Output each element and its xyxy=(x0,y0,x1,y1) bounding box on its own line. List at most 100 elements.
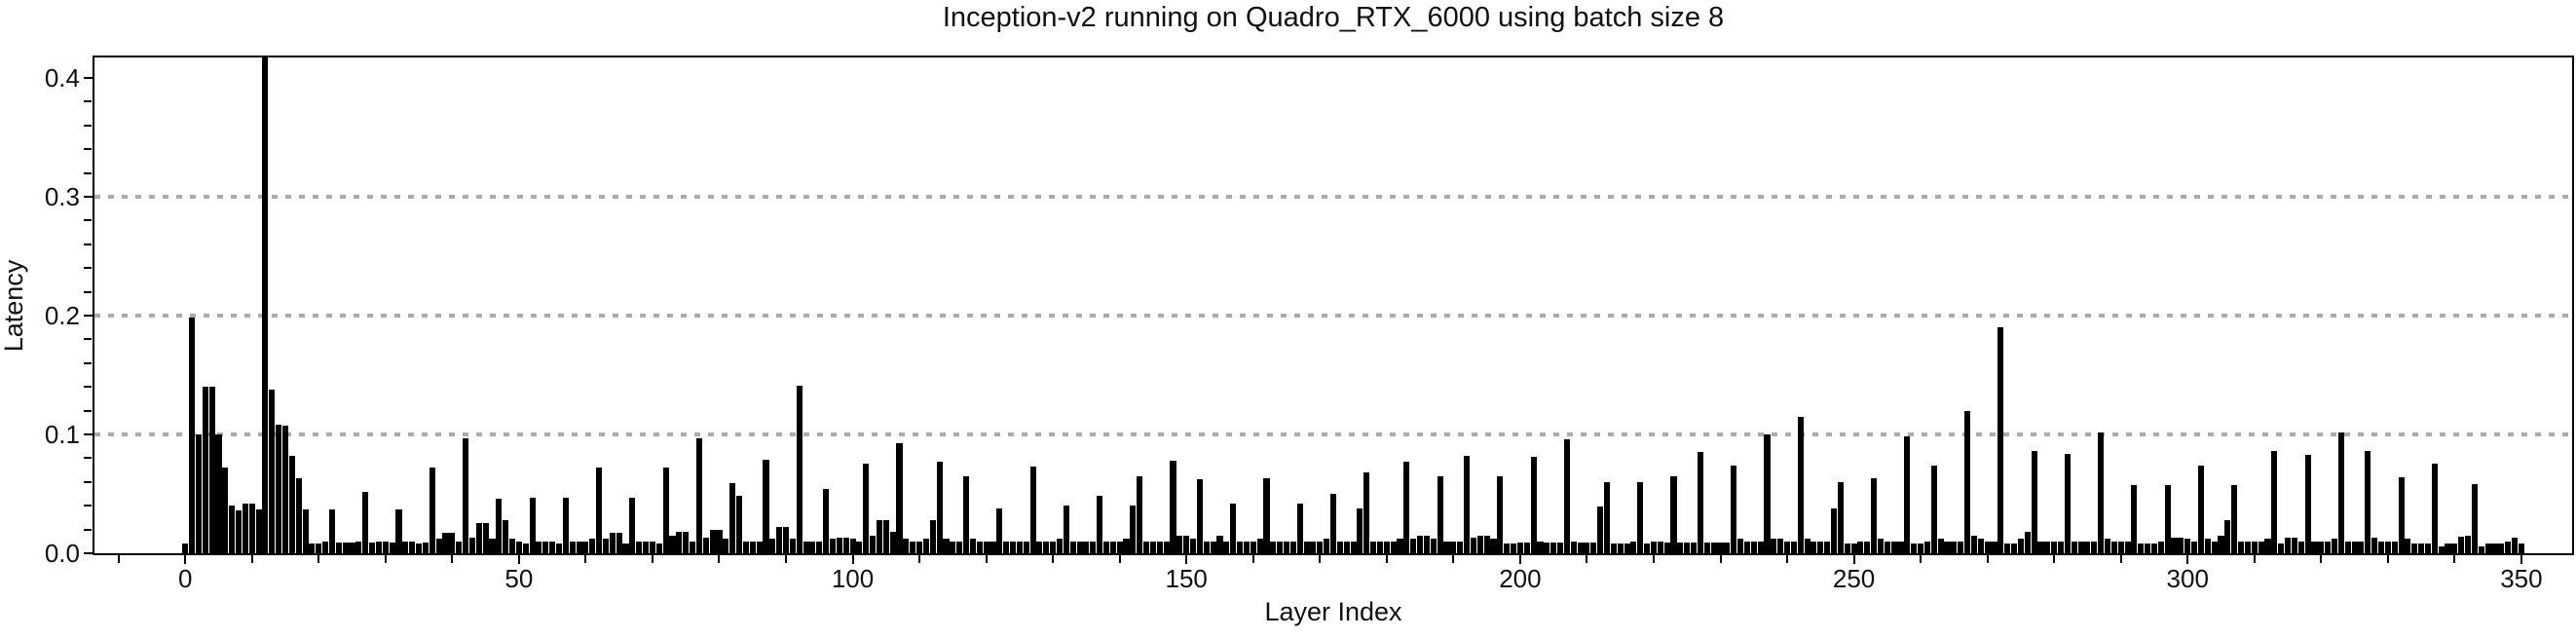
bar xyxy=(208,387,215,553)
bar xyxy=(562,497,569,553)
y-axis-minor-tick xyxy=(84,361,92,364)
bar xyxy=(829,539,837,553)
bar xyxy=(463,437,469,553)
bar xyxy=(695,437,702,553)
bar xyxy=(1050,541,1057,553)
bar xyxy=(989,541,996,553)
bar xyxy=(1069,541,1076,553)
x-axis-minor-tick xyxy=(584,555,587,563)
bar xyxy=(2518,544,2524,553)
bar xyxy=(2224,519,2231,553)
bar xyxy=(2371,538,2378,553)
x-axis-minor-tick xyxy=(718,555,721,563)
x-axis-minor-tick xyxy=(451,555,454,563)
bar xyxy=(1156,541,1163,553)
bar xyxy=(416,544,423,553)
bar xyxy=(382,541,389,553)
x-axis-minor-tick xyxy=(651,555,653,563)
bar xyxy=(1223,541,1230,553)
bar xyxy=(2110,541,2117,553)
y-axis-minor-tick xyxy=(84,219,92,222)
x-axis-major-tick xyxy=(1185,555,1188,564)
bar xyxy=(1771,539,1777,553)
bar xyxy=(896,442,903,553)
bar xyxy=(2211,541,2218,553)
bar xyxy=(1263,478,1270,553)
bar xyxy=(1196,479,1203,553)
bar xyxy=(569,541,576,553)
bar xyxy=(576,541,582,553)
x-axis-major-tick xyxy=(184,555,187,564)
bar xyxy=(2244,541,2251,553)
bar xyxy=(442,533,449,553)
bar xyxy=(2297,541,2304,553)
x-axis-major-tick xyxy=(1852,555,1855,564)
bar xyxy=(1670,475,1677,553)
bar xyxy=(836,538,842,553)
bar xyxy=(690,541,696,553)
bar xyxy=(1289,541,1296,553)
bar xyxy=(1624,544,1630,553)
bar xyxy=(716,529,723,553)
bar xyxy=(1083,541,1090,553)
bar xyxy=(742,541,749,553)
y-tick-label: 0.2 xyxy=(44,300,80,330)
bar xyxy=(1176,535,1183,553)
bar xyxy=(235,510,243,553)
bar xyxy=(1837,481,1844,553)
bar xyxy=(422,543,429,553)
bar xyxy=(2384,541,2391,553)
bar xyxy=(629,497,636,553)
bar xyxy=(1710,543,1717,553)
bar xyxy=(976,541,983,553)
bar xyxy=(2104,539,2111,553)
bar xyxy=(1504,544,1511,553)
bar xyxy=(2218,535,2224,553)
x-axis-minor-tick xyxy=(1052,555,1055,563)
bar xyxy=(889,532,896,553)
bar xyxy=(335,543,342,553)
bar xyxy=(269,389,276,553)
bar xyxy=(1970,535,1977,553)
bar xyxy=(1397,539,1403,553)
bar xyxy=(1804,539,1811,553)
bar xyxy=(2424,544,2431,553)
x-axis-minor-tick xyxy=(985,555,988,563)
bar xyxy=(1697,452,1703,553)
bar xyxy=(355,541,362,553)
bar xyxy=(1230,503,1237,553)
bar xyxy=(1149,541,1156,553)
bar xyxy=(1684,543,1691,553)
x-axis-minor-tick xyxy=(2320,555,2323,563)
bar xyxy=(222,468,229,553)
x-axis-minor-tick xyxy=(1920,555,1923,563)
bar xyxy=(1490,539,1497,553)
bar xyxy=(276,425,282,553)
x-axis-major-tick xyxy=(2520,555,2522,564)
bar xyxy=(2291,538,2297,553)
x-axis-minor-tick xyxy=(2053,555,2056,563)
bar xyxy=(449,533,456,553)
bar xyxy=(683,532,690,553)
bar xyxy=(1523,543,1530,553)
x-axis-major-tick xyxy=(517,555,520,564)
bar xyxy=(2264,539,2271,553)
bar xyxy=(1109,541,1116,553)
bar xyxy=(1423,535,1430,553)
bar xyxy=(1617,544,1624,553)
bar xyxy=(375,541,382,553)
x-axis-minor-tick xyxy=(1652,555,1655,563)
bar xyxy=(1443,541,1450,553)
x-tick-label: 150 xyxy=(1165,564,1208,593)
bar xyxy=(2231,485,2238,553)
bar xyxy=(2318,541,2325,553)
gridline-y-0.1 xyxy=(94,432,2572,436)
bar xyxy=(1691,543,1698,553)
bar xyxy=(1544,543,1550,553)
x-axis-minor-tick xyxy=(2119,555,2122,563)
bar xyxy=(669,535,676,553)
bar xyxy=(242,503,248,553)
y-axis-major-tick xyxy=(84,195,93,198)
bar xyxy=(1210,541,1216,553)
